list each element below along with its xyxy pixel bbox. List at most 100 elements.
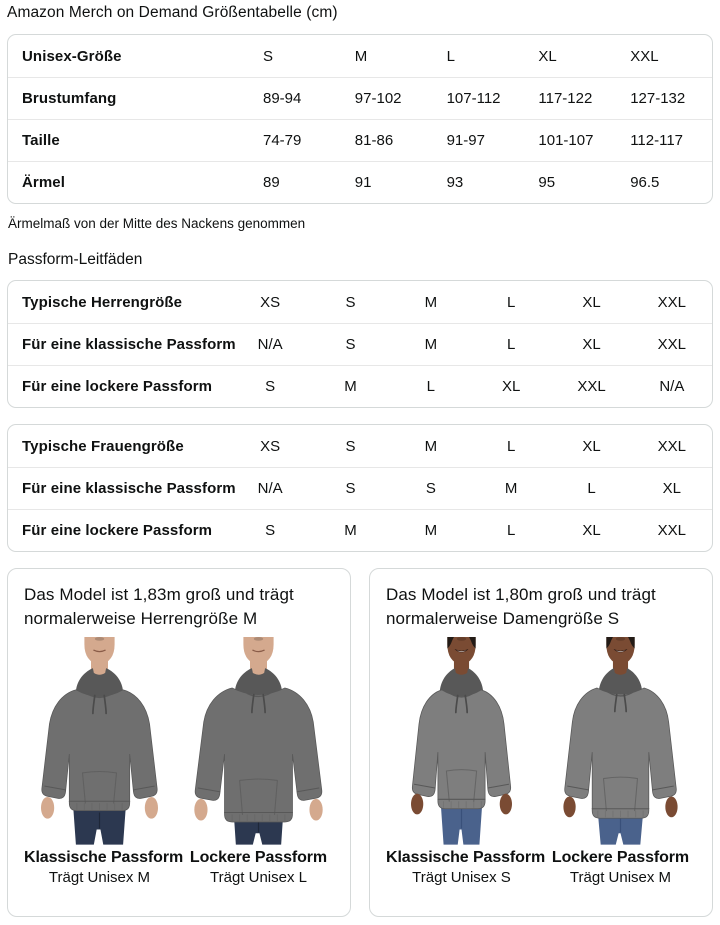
value-cell: N/A: [659, 378, 685, 395]
value-cell: XS: [260, 437, 281, 455]
value-cell: N/A: [257, 480, 283, 497]
table-row: Ärmel 89 91 93 95 96.5: [8, 161, 712, 203]
table-row: Taille 74-79 81-86 91-97 101-107 112-117: [8, 119, 712, 161]
table-row: Brustumfang 89-94 97-102 107-112 117-122…: [8, 77, 712, 119]
value-cell: L: [506, 293, 516, 311]
value-cell: 95: [538, 174, 556, 191]
value-cell: 89-94: [263, 90, 302, 107]
fit-label: Klassische Passform: [24, 848, 184, 866]
value-cell: L: [587, 480, 596, 497]
male-loose-fit-photo: [194, 637, 323, 845]
value-cell: S: [265, 378, 276, 395]
value-cell: S: [345, 437, 356, 455]
value-cell: 74-79: [263, 132, 302, 149]
table-row: Für eine lockere Passform S M L XL XXL N…: [8, 365, 712, 407]
value-cell: M: [424, 293, 438, 311]
female-model-card: Das Model ist 1,80m groß und trägt norma…: [369, 568, 713, 917]
unisex-size-table: Unisex-Größe S M L XL XXL Brustumfang 89…: [7, 34, 713, 204]
value-cell: 89: [263, 174, 280, 191]
table-row: Für eine klassische Passform N/A S S M L…: [8, 467, 712, 509]
value-cell: 97-102: [354, 90, 402, 107]
row-label: Für eine klassische Passform: [22, 336, 236, 353]
value-cell: 81-86: [354, 132, 394, 149]
figure-loose-fit: Lockere Passform Trägt Unisex M: [545, 637, 696, 886]
value-cell: S: [345, 480, 356, 497]
value-cell: L: [506, 522, 516, 539]
value-cell: M: [344, 378, 357, 395]
value-cell: XXL: [657, 522, 686, 539]
womens-fit-table: Typische Frauengröße XS S M L XL XXL Für…: [7, 424, 713, 552]
value-cell: 91: [354, 174, 372, 191]
value-cell: XL: [662, 480, 681, 497]
value-cell: S: [265, 522, 276, 539]
value-cell: XXL: [657, 336, 686, 353]
value-cell: 127-132: [630, 90, 686, 107]
size-cell: S: [263, 47, 274, 65]
value-cell: L: [506, 336, 516, 353]
value-cell: S: [425, 480, 436, 497]
value-cell: XXL: [577, 378, 606, 395]
size-cell: M: [354, 47, 368, 65]
row-label: Ärmel: [22, 174, 66, 191]
value-cell: XS: [260, 293, 281, 311]
female-classic-fit-photo: [411, 637, 512, 845]
row-label: Taille: [22, 132, 60, 149]
row-label: Typische Herrengröße: [22, 293, 183, 311]
value-cell: M: [424, 336, 438, 353]
table-row: Für eine lockere Passform S M M L XL XXL: [8, 509, 712, 551]
row-label: Typische Frauengröße: [22, 437, 184, 455]
value-cell: 91-97: [446, 132, 485, 149]
value-cell: N/A: [257, 336, 283, 353]
fit-label: Lockere Passform: [551, 848, 690, 866]
fit-label: Klassische Passform: [386, 848, 546, 866]
fit-label: Lockere Passform: [189, 848, 328, 866]
female-loose-fit-photo: [563, 637, 678, 845]
row-label: Für eine lockere Passform: [22, 522, 213, 539]
size-cell: L: [446, 47, 455, 65]
value-cell: XL: [582, 522, 601, 539]
value-cell: 101-107: [538, 132, 594, 149]
value-cell: M: [424, 522, 438, 539]
value-cell: L: [506, 437, 516, 455]
value-cell: 117-122: [538, 90, 593, 107]
table-header-row: Unisex-Größe S M L XL XXL: [8, 35, 712, 77]
value-cell: XL: [582, 437, 601, 455]
value-cell: S: [345, 336, 356, 353]
figure-loose-fit: Lockere Passform Trägt Unisex L: [183, 637, 334, 886]
table-row: Für eine klassische Passform N/A S M L X…: [8, 323, 712, 365]
worn-size-label: Trägt Unisex S: [412, 868, 511, 886]
page-title: Amazon Merch on Demand Größentabelle (cm…: [7, 4, 338, 21]
male-model-card: Das Model ist 1,83m groß und trägt norma…: [7, 568, 351, 917]
value-cell: XL: [582, 293, 601, 311]
row-label: Für eine lockere Passform: [22, 378, 213, 395]
sleeve-measure-note: Ärmelmaß von der Mitte des Nackens genom…: [8, 216, 306, 231]
model-cards: Das Model ist 1,83m groß und trägt norma…: [7, 568, 713, 917]
value-cell: 112-117: [630, 132, 684, 149]
value-cell: M: [504, 480, 518, 497]
row-label: Unisex-Größe: [22, 47, 122, 65]
worn-size-label: Trägt Unisex L: [210, 868, 307, 886]
mens-fit-table: Typische Herrengröße XS S M L XL XXL Für…: [7, 280, 713, 408]
value-cell: 107-112: [446, 90, 501, 107]
figure-classic-fit: Klassische Passform Trägt Unisex S: [386, 637, 546, 886]
table-row: Typische Herrengröße XS S M L XL XXL: [8, 281, 712, 323]
value-cell: XXL: [657, 293, 686, 311]
figures-row: Klassische Passform Trägt Unisex S: [386, 637, 696, 886]
model-description: Das Model ist 1,80m groß und trägt norma…: [386, 585, 656, 629]
value-cell: 96.5: [630, 174, 660, 191]
value-cell: 93: [446, 174, 464, 191]
figures-row: Klassische Passform Trägt Unisex M: [24, 637, 334, 886]
size-cell: XXL: [630, 47, 659, 65]
value-cell: M: [424, 437, 438, 455]
male-classic-fit-photo: [40, 637, 159, 845]
size-cell: XL: [538, 47, 557, 65]
value-cell: XL: [582, 336, 601, 353]
value-cell: S: [345, 293, 356, 311]
figure-classic-fit: Klassische Passform Trägt Unisex M: [24, 637, 184, 886]
value-cell: L: [426, 378, 435, 395]
value-cell: XXL: [657, 437, 686, 455]
model-description: Das Model ist 1,83m groß und trägt norma…: [24, 585, 294, 629]
value-cell: XL: [501, 378, 521, 395]
fit-guides-title: Passform-Leitfäden: [8, 251, 143, 268]
